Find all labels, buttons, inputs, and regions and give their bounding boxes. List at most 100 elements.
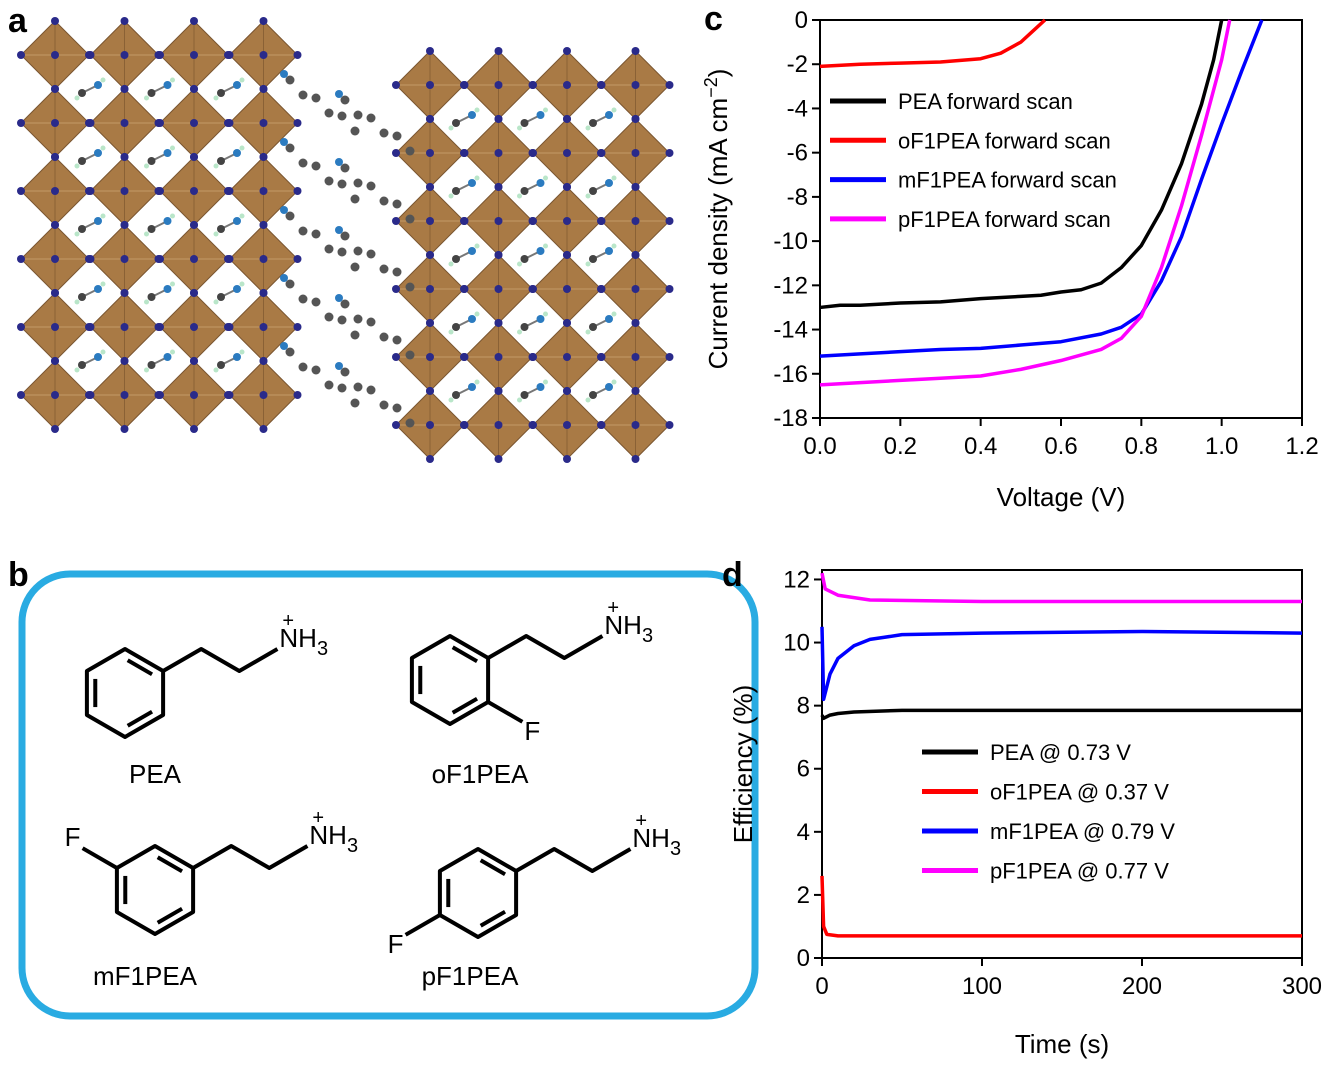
y-tick-label: -14 <box>773 317 808 344</box>
halide-atom <box>665 421 674 429</box>
x-tick-label: 0 <box>815 973 828 1000</box>
nitrogen-atom <box>233 353 241 361</box>
halide-atom <box>51 51 59 59</box>
ammonium-charge: + <box>312 807 324 829</box>
halide-atom <box>86 391 95 399</box>
halide-atom <box>665 285 674 293</box>
hydrogen-atom <box>448 193 454 199</box>
panel-label: b <box>8 556 29 594</box>
legend-label: oF1PEA @ 0.37 V <box>990 780 1169 805</box>
carbon-atom <box>298 90 308 100</box>
halide-atom <box>190 85 198 93</box>
halide-atom <box>293 119 302 127</box>
hydrogen-atom <box>170 145 175 151</box>
halide-atom <box>631 285 640 293</box>
carbon-atom <box>311 229 321 239</box>
halide-atom <box>631 387 640 395</box>
hydrogen-atom <box>543 311 548 317</box>
halide-atom <box>631 319 640 327</box>
carbon-atom <box>452 119 460 127</box>
carbon-atom <box>589 187 597 195</box>
hydrogen-atom <box>213 367 219 373</box>
halide-atom <box>190 187 198 195</box>
hydrogen-atom <box>213 163 219 169</box>
carbon-atom <box>147 361 156 369</box>
y-axis-label: Efficiency (%) <box>728 685 758 843</box>
halide-atom <box>51 153 59 161</box>
halide-atom <box>259 323 268 331</box>
ammonium-subscript: 3 <box>670 838 681 860</box>
halide-atom <box>494 353 503 361</box>
halide-atom <box>17 51 25 59</box>
hydrogen-atom <box>170 77 175 83</box>
carbon-atom <box>340 231 350 241</box>
carbon-atom <box>340 367 350 377</box>
nitrogen-atom <box>233 149 241 157</box>
halide-atom <box>120 391 129 399</box>
double-bond <box>451 696 479 715</box>
fluorine-bond <box>487 700 524 724</box>
benzene-ring <box>409 634 491 726</box>
halide-atom <box>120 425 129 433</box>
carbon-atom <box>452 323 460 331</box>
carbon-atom <box>589 119 597 127</box>
halide-atom <box>120 51 129 59</box>
carbon-atom <box>217 225 225 233</box>
y-axis-label-part: Current density (mA cm <box>703 98 733 370</box>
fluorine-label: F <box>524 716 540 746</box>
carbon-atom <box>78 225 86 233</box>
carbon-atom <box>147 89 156 97</box>
halide-atom <box>494 183 503 191</box>
x-tick-label: 300 <box>1282 973 1322 1000</box>
carbon-atom <box>353 110 363 120</box>
carbon-atom <box>379 332 389 342</box>
y-tick-label: -8 <box>787 184 808 211</box>
plot-frame <box>821 569 1303 959</box>
carbon-atom <box>217 361 225 369</box>
halide-atom <box>225 51 234 59</box>
ethyl-chain <box>192 844 309 870</box>
nitrogen-atom <box>468 315 476 323</box>
halide-atom <box>225 391 234 399</box>
halide-atom <box>259 119 268 127</box>
halide-atom <box>51 391 59 399</box>
carbon-atom <box>78 89 86 97</box>
halide-atom <box>225 323 234 331</box>
y-axis-label-superscript: −2 <box>701 77 721 98</box>
y-tick-label: 4 <box>797 819 810 846</box>
halide-atom <box>120 187 129 195</box>
legend-label: mF1PEA @ 0.79 V <box>990 819 1175 844</box>
nitrogen-atom <box>280 70 288 78</box>
hydrogen-atom <box>474 243 480 249</box>
halide-atom <box>392 421 400 429</box>
halide-atom <box>631 81 640 89</box>
halide-atom <box>494 149 503 157</box>
hydrogen-atom <box>144 231 149 237</box>
nitrogen-atom <box>233 217 241 225</box>
halide-atom <box>120 323 129 331</box>
nitrogen-atom <box>94 353 102 361</box>
halide-atom <box>190 357 198 365</box>
molecule-box <box>18 570 759 1020</box>
halide-atom <box>597 285 606 293</box>
halide-atom <box>259 153 268 161</box>
carbon-atom <box>405 418 415 428</box>
benzene-ring <box>114 844 196 936</box>
carbon-atom <box>337 247 347 257</box>
carbon-atom <box>520 119 529 127</box>
nitrogen-atom <box>163 149 172 157</box>
halide-atom <box>460 353 469 361</box>
y-axis-label: Current density (mA cm−2) <box>701 69 733 370</box>
ammonium-text: NH <box>632 823 670 853</box>
carbon-atom <box>379 264 389 274</box>
halide-atom <box>51 357 59 365</box>
halide-atom <box>597 149 606 157</box>
nitrogen-atom <box>163 81 172 89</box>
double-bond <box>479 909 507 928</box>
halide-atom <box>529 353 537 361</box>
y-tick-label: -16 <box>773 361 808 388</box>
ammonium-text: NH <box>309 820 347 850</box>
halide-atom <box>631 217 640 225</box>
x-tick-label: 100 <box>962 973 1002 1000</box>
